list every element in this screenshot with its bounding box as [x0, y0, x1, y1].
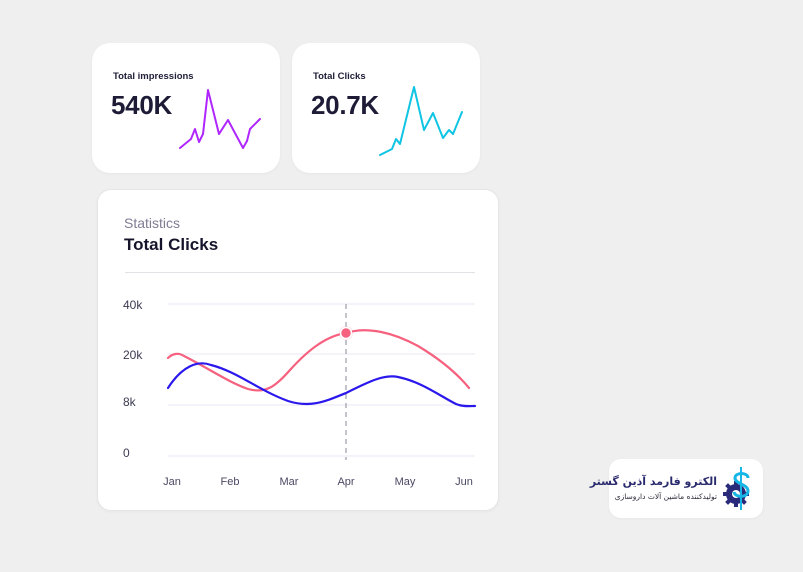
- divider: [125, 272, 475, 273]
- impressions-sparkline: [179, 89, 261, 149]
- y-tick: 8k: [123, 395, 137, 409]
- impressions-card: Total impressions 540K: [92, 43, 280, 173]
- x-tick: Apr: [337, 476, 354, 488]
- y-tick: 40k: [123, 298, 143, 312]
- logo-title: الکترو فارمد آذین گستر: [589, 475, 717, 488]
- line-chart: 40k 20k 8k 0 Jan Feb Mar Apr May Jun: [123, 298, 477, 488]
- x-tick: Jun: [455, 476, 473, 488]
- series-2-line: [166, 362, 477, 408]
- y-tick: 20k: [123, 348, 143, 362]
- gear-dollar-icon: [723, 467, 750, 510]
- kpi-value: 20.7K: [311, 90, 379, 120]
- card-subtitle: Statistics: [124, 215, 181, 231]
- y-tick: 0: [123, 446, 130, 460]
- statistics-card: Statistics Total Clicks 40k 20k 8k 0 Jan…: [97, 189, 499, 511]
- card-title: Total Clicks: [124, 235, 219, 254]
- clicks-sparkline: [379, 86, 463, 156]
- highlight-point[interactable]: [339, 326, 353, 340]
- series-1-line: [166, 329, 471, 392]
- x-tick: Mar: [280, 476, 299, 488]
- kpi-value: 540K: [111, 90, 172, 120]
- x-tick: Jan: [163, 476, 181, 488]
- logo-subtitle: تولیدکننده ماشین آلات داروسازی: [614, 492, 717, 501]
- gridlines: [168, 303, 475, 457]
- clicks-card: Total Clicks 20.7K: [292, 43, 480, 173]
- x-tick: Feb: [221, 476, 240, 488]
- x-tick: May: [395, 476, 416, 488]
- kpi-label: Total Clicks: [313, 71, 366, 82]
- kpi-label: Total impressions: [113, 71, 194, 82]
- company-logo-badge: الکترو فارمد آذین گستر تولیدکننده ماشین …: [590, 459, 763, 518]
